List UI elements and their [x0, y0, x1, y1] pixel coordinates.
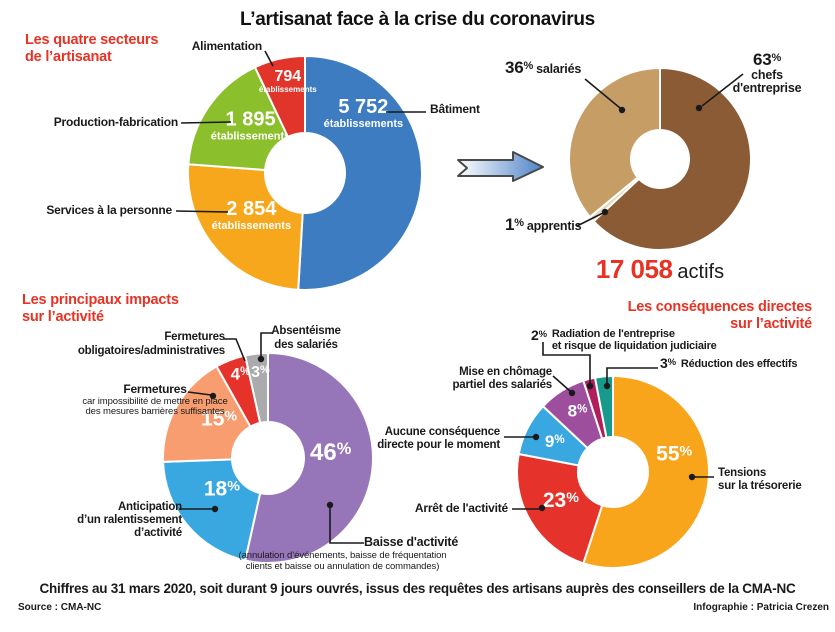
slice-label-secteurs-0: 5 752	[338, 96, 388, 118]
callout-line: des salariés	[274, 338, 338, 351]
heading-line: sur l’activité	[730, 315, 812, 332]
slice-label: salariés	[536, 62, 582, 76]
slice-label-impacts-2: 15%	[201, 408, 237, 431]
slice-label-secteurs-1: 2 854	[226, 198, 277, 220]
slice-unit-secteurs-2: établissements	[211, 131, 290, 143]
slice-unit-secteurs-3: établissements	[259, 85, 317, 94]
heading-line: Les principaux impacts	[22, 292, 179, 308]
callout-radiation: 2% Radiation de l'entreprise et risque d…	[531, 328, 717, 352]
slice-label-consequences-2: 9%	[545, 432, 565, 451]
footer-note: Chiffres au 31 mars 2020, soit durant 9 …	[39, 581, 796, 596]
callout-line: Tensions	[718, 467, 767, 479]
right-arrow-icon	[457, 151, 544, 182]
callout-baisse: Baisse d'activité	[364, 535, 459, 549]
page-title: L’artisanat face à la crise du coronavir…	[240, 9, 595, 30]
callout-tensions: Tensions sur la trésorerie	[718, 467, 802, 493]
callout-line: Absentéisme	[271, 325, 341, 337]
callout-fermetures-barrieres: Fermetures car impossibilité de mettre e…	[70, 382, 240, 418]
callout-anticipation: Anticipation d’un ralentissement d’activ…	[30, 501, 182, 540]
slice-consequences-5	[594, 375, 614, 439]
percent-value: 3%	[660, 355, 676, 371]
heading-line: sur l’activité	[22, 308, 104, 325]
callout-line: (annulation d’événements, baisse de fréq…	[238, 550, 447, 561]
callout-fermetures-obligatoires: Fermetures obligatoires/administratives	[55, 331, 225, 358]
callout-services: Services à la personne	[46, 203, 172, 217]
slice-label-secteurs-2: 1 895	[226, 109, 276, 131]
slice-label-impacts-1: 18%	[204, 477, 240, 500]
callout-lines: Radiation de l'entreprise et risque de l…	[552, 328, 717, 352]
heading-impacts: Les principaux impacts sur l’activité	[22, 292, 179, 325]
slice-impacts-1	[162, 458, 262, 562]
callout-alimentation: Alimentation	[191, 39, 262, 53]
callout-apprentis: 1% apprentis	[505, 215, 582, 234]
callout-line: Anticipation	[117, 501, 182, 513]
heading-consequences: Les conséquences directes sur l’activité	[612, 299, 813, 332]
callout-batiment: Bâtiment	[430, 102, 480, 116]
callout-line: Mise en chômage	[459, 366, 552, 378]
total-value: 17 058	[595, 254, 673, 284]
callout-chefs: 63% chefs d'entreprise	[723, 50, 811, 96]
donut-chart-consequences: 55% 23% 9%8%	[516, 375, 710, 569]
callout-salaries: 36% salariés	[505, 58, 582, 77]
slice-label-impacts-0: 46%	[310, 439, 352, 466]
callout-line: Fermetures	[164, 331, 225, 343]
donut-chart-impacts: 46% 18% 15% 4% 3%	[162, 352, 374, 564]
callout-line: car impossibilité de mettre en place	[82, 395, 228, 407]
callout-line: Fermetures	[123, 382, 187, 396]
slice-label-consequences-1: 23%	[543, 489, 579, 512]
percent-value: 1%	[505, 215, 524, 234]
slice-label: Réduction des effectifs	[680, 358, 798, 370]
callout-line: clients et baisse ou annulation de comma…	[245, 560, 440, 572]
slice-consequences-0	[582, 375, 710, 569]
heading-line: Les conséquences directes	[627, 299, 813, 315]
callout-reduction: 3% Réduction des effectifs	[660, 356, 797, 372]
callout-arret: Arrêt de l'activité	[414, 501, 508, 515]
callout-line: des mesures barrières suffisantes	[85, 406, 225, 417]
slice-label-consequences-0: 55%	[656, 443, 692, 466]
footer-source: Source : CMA-NC	[18, 602, 102, 613]
slice-label: chefs d'entreprise	[732, 67, 802, 95]
slice-label-impacts-4: 3%	[251, 364, 270, 381]
slice-actifs-0	[592, 67, 752, 251]
slice-label: apprentis	[526, 219, 582, 233]
total-actifs: 17 058 actifs	[575, 254, 745, 285]
total-unit: actifs	[677, 261, 725, 283]
percent-value: 63%	[752, 50, 782, 69]
slice-secteurs-1	[187, 163, 304, 291]
callout-line: et risque de liquidation judiciaire	[551, 340, 717, 352]
callout-chomage: Mise en chômage partiel des salariés	[430, 366, 552, 392]
callout-baisse-note: (annulation d’événements, baisse de fréq…	[235, 550, 450, 572]
heading-secteurs: Les quatre secteurs de l’artisanat	[25, 32, 158, 65]
callout-line: directe pour le moment	[377, 439, 500, 451]
slice-unit-secteurs-0: établissements	[324, 118, 403, 130]
callout-line: Aucune conséquence	[384, 426, 500, 438]
callout-production: Production-fabrication	[53, 115, 178, 129]
callout-line: d’un ralentissement d’activité	[77, 514, 182, 539]
callout-absenteisme: Absentéisme des salariés	[256, 325, 356, 352]
callout-aucune: Aucune conséquence directe pour le momen…	[358, 426, 500, 452]
callout-line: Radiation de l'entreprise	[551, 328, 675, 340]
callout-line: obligatoires/administratives	[77, 344, 225, 357]
callout-line: sur la trésorerie	[718, 480, 802, 492]
slice-secteurs-2	[187, 66, 289, 172]
slice-label-secteurs-3: 794	[274, 68, 301, 85]
slice-secteurs-0	[297, 55, 423, 291]
heading-line: Les quatre secteurs	[25, 32, 159, 48]
callout-line: partiel des salariés	[452, 379, 552, 391]
slice-impacts-4	[244, 352, 269, 424]
slice-label-impacts-3: 4%	[231, 364, 251, 383]
slice-impacts-2	[162, 365, 252, 463]
percent-value: 2%	[531, 327, 547, 343]
footer-credit: Infographie : Patricia Crezen	[693, 602, 829, 613]
slice-unit-secteurs-1: établissements	[212, 220, 291, 232]
percent-value: 36%	[505, 58, 534, 77]
slice-consequences-1	[516, 453, 604, 565]
heading-line: de l’artisanat	[25, 48, 112, 65]
slice-label-consequences-3: 8%	[568, 401, 588, 420]
